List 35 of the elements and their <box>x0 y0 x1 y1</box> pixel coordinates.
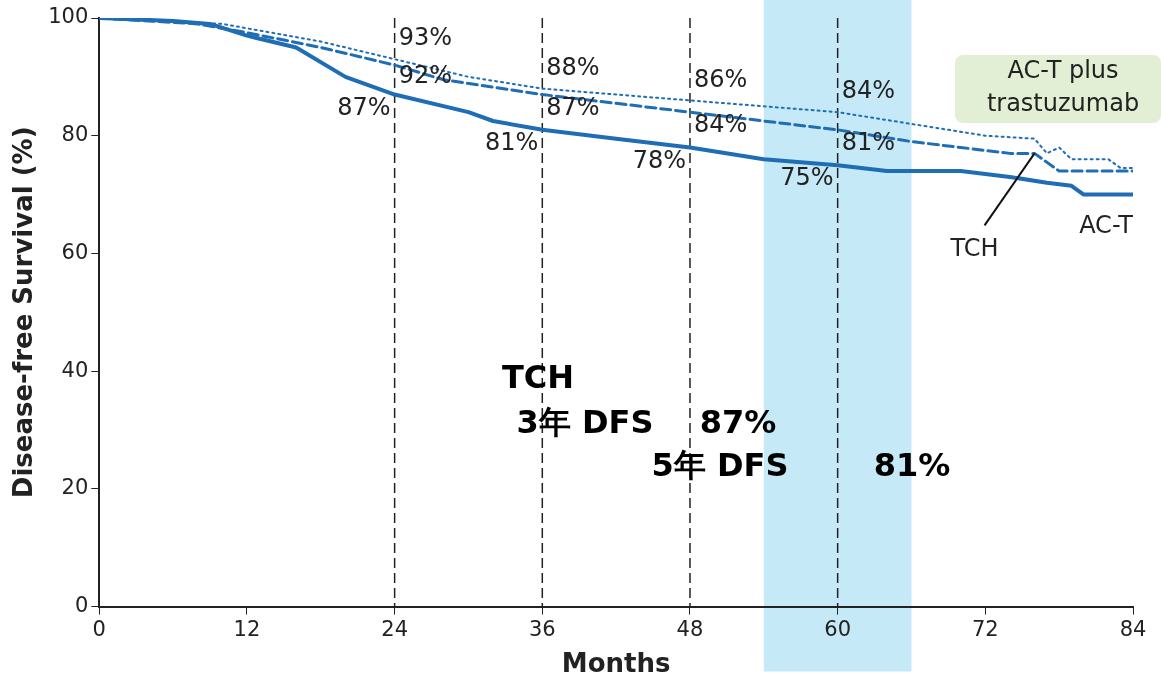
y-tick-label: 0 <box>74 593 89 618</box>
annotation: 81% <box>873 446 951 485</box>
annotation: 84% <box>841 76 895 105</box>
x-tick-label: 12 <box>233 616 261 641</box>
annotation: 84% <box>693 110 748 139</box>
annotation: 75% <box>780 163 834 192</box>
y-axis-title: Disease-free Survival (%) <box>8 126 39 499</box>
annotation: 93% <box>398 23 452 52</box>
series-label: AC-T plus trastuzumab <box>986 56 1140 118</box>
y-tick-label: 20 <box>61 475 89 500</box>
x-tick-label: 24 <box>381 616 408 641</box>
annotation: 87% <box>337 92 391 121</box>
y-tick-label: 40 <box>61 357 89 382</box>
annotation: 88% <box>546 52 600 81</box>
annotation: 81% <box>484 128 539 157</box>
x-tick-label: 48 <box>676 616 704 641</box>
annotation: 5年 DFS <box>651 446 789 485</box>
annotation: 81% <box>841 128 895 157</box>
x-tick-label: 84 <box>1119 616 1147 641</box>
annotation: TCH <box>501 358 575 397</box>
annotation: 86% <box>693 64 748 93</box>
x-tick-label: 72 <box>971 616 999 641</box>
annotation: 87% <box>699 403 777 442</box>
annotation: 3年 DFS <box>516 403 654 442</box>
x-tick-label: 60 <box>824 616 852 641</box>
x-tick-label: 36 <box>528 616 556 641</box>
text: TCH <box>949 233 999 262</box>
series-label: AC-T <box>1079 210 1134 239</box>
y-tick-label: 80 <box>61 122 89 147</box>
y-tick-label: 60 <box>61 239 89 264</box>
x-tick-label: 0 <box>92 616 106 641</box>
annotation: 78% <box>632 145 686 174</box>
annotation: 87% <box>546 92 600 121</box>
x-axis-title: Months <box>561 648 671 679</box>
y-tick-label: 100 <box>48 4 89 29</box>
